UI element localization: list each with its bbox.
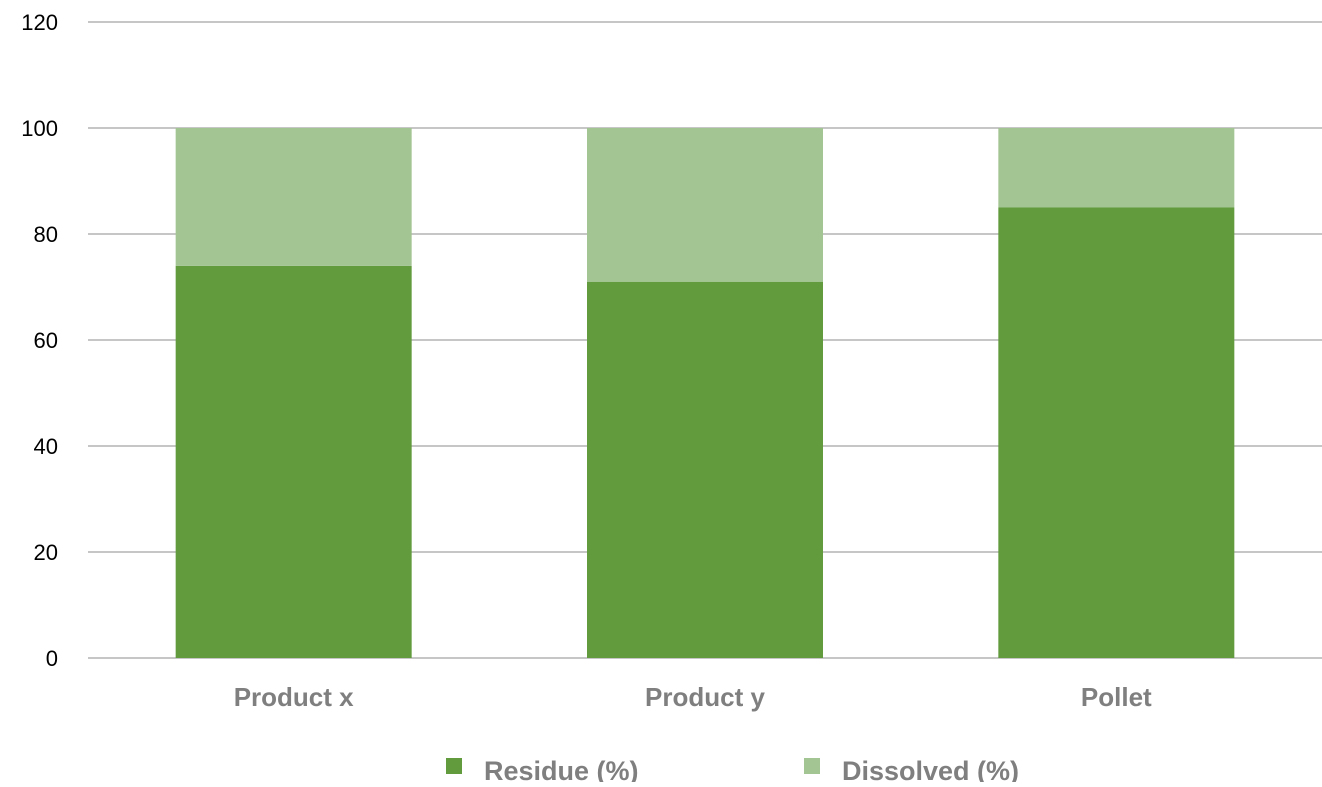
bar-dissolved (998, 128, 1235, 208)
x-axis-ticks: Product x Product y Pollet (234, 682, 1152, 712)
y-tick-label: 40 (34, 434, 58, 459)
y-tick-label: 60 (34, 328, 58, 353)
y-tick-label: 100 (21, 116, 58, 141)
legend-label: Dissolved (%) (842, 756, 1019, 782)
y-tick-label: 80 (34, 222, 58, 247)
x-tick-label: Product x (234, 682, 354, 712)
y-tick-label: 0 (46, 646, 58, 671)
legend-item: Residue (%) (446, 756, 639, 786)
y-tick-label: 20 (34, 540, 58, 565)
y-axis-ticks: 0 20 40 60 80 100 120 (21, 10, 58, 671)
legend-label: Residue (%) (484, 756, 639, 782)
bar-dissolved (175, 128, 412, 266)
legend: Residue (%) Dissolved (%) (446, 756, 1019, 786)
bar-residue (998, 207, 1235, 658)
x-tick-label: Product y (645, 682, 765, 712)
bar-residue (587, 281, 823, 658)
legend-swatch (446, 758, 462, 774)
bars (175, 128, 1235, 658)
legend-item: Dissolved (%) (804, 756, 1019, 786)
y-tick-label: 120 (21, 10, 58, 35)
x-tick-label: Pollet (1081, 682, 1152, 712)
bar-dissolved (587, 128, 823, 282)
bar-residue (175, 265, 412, 658)
legend-swatch (804, 758, 820, 774)
